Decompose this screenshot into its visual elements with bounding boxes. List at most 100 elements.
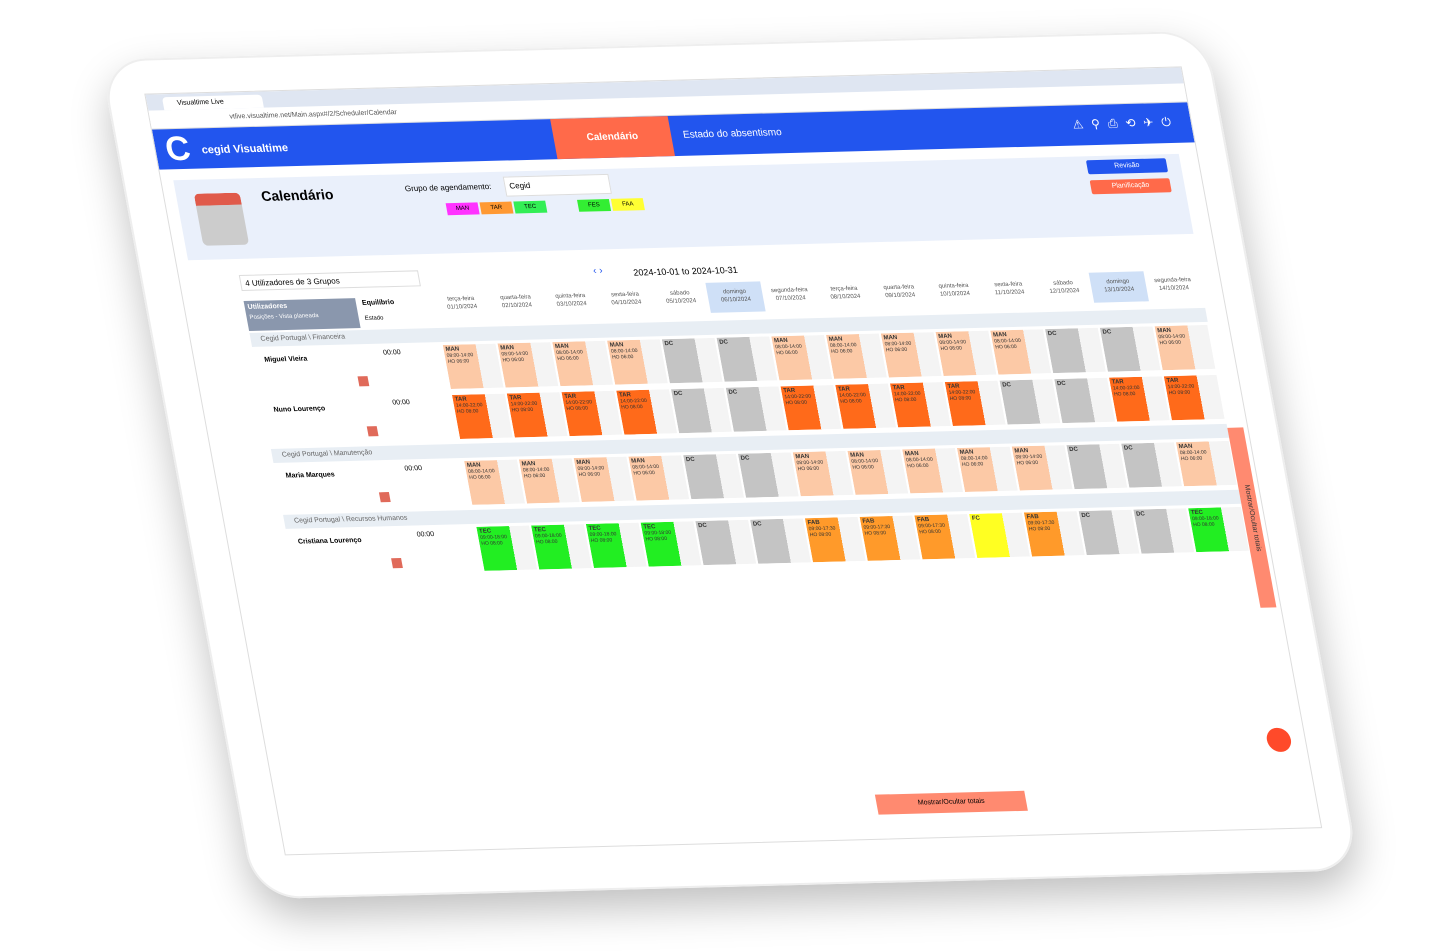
- shift-cell: TAR 14:00-22:00 HO 08:00: [1162, 373, 1226, 422]
- shift-cell: TEC 09:00-18:00 HO 08:00: [1186, 505, 1251, 554]
- day-date: 04/10/2024: [611, 299, 643, 307]
- shift-hours: HO 08:00: [511, 406, 534, 414]
- shift-hours: HO 06:00: [906, 462, 930, 470]
- plan-button[interactable]: Planificação: [1089, 178, 1172, 195]
- shift-hours: HO 08:00: [645, 535, 668, 543]
- row-icon: [357, 376, 370, 387]
- shift-cell: DC: [724, 385, 788, 433]
- shift-cell: MAN 08:00-14:00 HO 06:00: [989, 328, 1053, 376]
- group-select[interactable]: Cegid: [502, 173, 612, 197]
- balance-column: Equilíbrio: [361, 299, 395, 307]
- day-date: 05/10/2024: [665, 298, 697, 305]
- day-date: 08/10/2024: [830, 293, 862, 301]
- positions-column: Posições - Vista planeada: [249, 313, 320, 321]
- user-name: Cristiana Lourenço: [297, 536, 363, 546]
- shift-hours: HO 06:00: [797, 465, 820, 473]
- shift-cell: MAN 08:00-14:00 HO 06:00: [441, 342, 505, 390]
- shift-hours: HO 06:00: [830, 348, 854, 355]
- shift-hours: HO 08:00: [1028, 525, 1051, 533]
- day-header: segunda-feira 07/10/2024: [760, 280, 820, 311]
- shift-hours: HO 08:00: [949, 395, 972, 402]
- nav-item[interactable]: Estado do absentismo: [682, 127, 783, 141]
- shift-hours: HO 06:00: [940, 345, 963, 352]
- shift-cell: MAN 08:00-14:00 HO 06:00: [955, 445, 1019, 493]
- logo: C: [162, 129, 194, 169]
- day-date: 01/10/2024: [446, 303, 478, 311]
- shift-cell: MAN 08:00-14:00 HO 06:00: [462, 458, 527, 506]
- shift-hours: HO 08:00: [535, 538, 559, 546]
- day-header: domingo 06/10/2024: [705, 281, 766, 313]
- shift-hours: HO 06:00: [885, 346, 908, 354]
- shift-cell: TEC 09:00-18:00 HO 08:00: [529, 523, 594, 571]
- shift-code: DC: [1102, 329, 1112, 336]
- day-date: 07/10/2024: [775, 295, 807, 303]
- shift-hours: HO 06:00: [994, 343, 1018, 351]
- user-name: Maria Marques: [285, 471, 336, 480]
- day-header: quinta-feira 03/10/2024: [541, 286, 601, 317]
- shift-cell: MAN 08:00-14:00 HO 06:00: [572, 455, 636, 504]
- state-column: Estado: [364, 315, 385, 322]
- user-balance: 00:00: [403, 465, 423, 473]
- totals-toggle-bottom[interactable]: Mostrar/Ocultar totais: [874, 790, 1028, 815]
- shift-hours: HO 06:00: [556, 355, 580, 363]
- shift-cell: TEC 09:00-18:00 HO 08:00: [639, 520, 703, 568]
- shift-hours: HO 06:00: [447, 358, 470, 365]
- nav-item[interactable]: Calendário: [550, 116, 675, 160]
- page-title: Calendário: [259, 186, 335, 205]
- day-date: 10/10/2024: [939, 290, 971, 298]
- shift-code: DC: [718, 339, 729, 346]
- shift-hours: HO 08:00: [864, 530, 887, 537]
- shift-code: DC: [1080, 512, 1091, 520]
- day-header: terça-feira 08/10/2024: [815, 279, 875, 310]
- shift-cell: DC: [1132, 507, 1196, 555]
- shift-cell: DC: [1043, 326, 1108, 375]
- day-header: terça-feira 01/10/2024: [432, 289, 492, 320]
- shift-cell: TAR 14:00-22:00 HO 08:00: [505, 391, 569, 439]
- header-icons[interactable]: ⚠⚲⎙⟲✈⏻: [1071, 114, 1181, 132]
- shift-cell: DC: [998, 378, 1062, 426]
- summary: 4 Utilizadores de 3 Grupos: [238, 270, 421, 292]
- shift-code: DC: [752, 521, 763, 528]
- group-label: Grupo de agendamento:: [404, 182, 493, 194]
- chat-button[interactable]: [1264, 727, 1294, 753]
- day-date: 06/10/2024: [720, 296, 752, 304]
- shift-cell: MAN 08:00-14:00 HO 06:00: [770, 333, 834, 382]
- brand: cegid Visualtime: [200, 142, 290, 157]
- shift-code: DC: [685, 456, 696, 464]
- shift-cell: DC: [1077, 508, 1141, 557]
- day-date: 12/10/2024: [1049, 288, 1081, 295]
- shift-code: DC: [1001, 382, 1012, 389]
- browser-tab[interactable]: Visualtime Live: [161, 94, 264, 111]
- shift-cell: TAR 14:00-22:00 HO 08:00: [834, 382, 898, 430]
- legend-chip: FAA: [610, 198, 645, 211]
- shift-cell: MAN 08:00-14:00 HO 06:00: [934, 329, 998, 378]
- shift-code: DC: [664, 340, 674, 348]
- shift-hours: HO 08:00: [894, 396, 917, 404]
- shift-hours: HO 06:00: [1159, 339, 1182, 347]
- shift-cell: TAR 14:00-22:00 HO 08:00: [1107, 375, 1172, 423]
- shift-hours: HO 08:00: [918, 528, 942, 536]
- shift-cell: DC: [681, 452, 746, 501]
- shift-cell: MAN 08:00-14:00 HO 06:00: [1153, 323, 1217, 372]
- calendar-icon: [193, 192, 250, 246]
- day-header: segunda-feira 14/10/2024: [1143, 270, 1203, 301]
- row-icon: [366, 426, 379, 437]
- shift-cell: MAN 08:00-14:00 HO 06:00: [791, 449, 855, 498]
- shift-cell: TEC 09:00-18:00 HO 08:00: [475, 524, 539, 572]
- shift-cell: DC: [1053, 376, 1117, 425]
- users-column: Utilizadores: [247, 302, 288, 311]
- shift-hours: HO 08:00: [620, 404, 644, 411]
- shift-cell: DC: [736, 451, 800, 499]
- date-range: 2024-10-01 to 2024-10-31: [632, 264, 739, 278]
- shift-code: DC: [1047, 330, 1058, 338]
- legend-chip: TAR: [479, 201, 514, 215]
- tablet-frame: Visualtime Live vtlive.visualtime.net/Ma…: [99, 30, 1361, 900]
- day-header: sexta-feira 11/10/2024: [979, 274, 1039, 305]
- shift-hours: HO 08:00: [1168, 389, 1191, 397]
- day-header: domingo 13/10/2024: [1088, 271, 1149, 303]
- review-button[interactable]: Revisão: [1085, 158, 1169, 175]
- day-header: quarta-feira 09/10/2024: [870, 277, 930, 308]
- shift-cell: DC: [660, 336, 724, 385]
- shift-cell: DC: [715, 335, 779, 383]
